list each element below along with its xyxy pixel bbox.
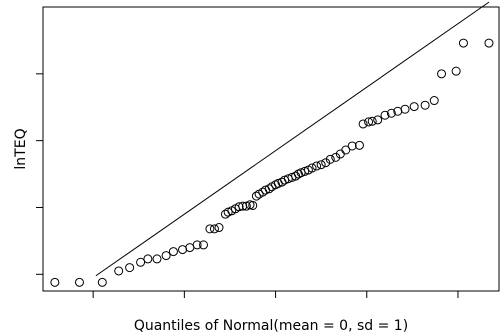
data-point-46 bbox=[321, 158, 331, 168]
data-point-25 bbox=[248, 200, 258, 210]
data-point-56 bbox=[373, 115, 383, 125]
data-point-1 bbox=[74, 277, 84, 287]
data-point-66 bbox=[458, 38, 468, 48]
data-point-44 bbox=[312, 161, 322, 171]
data-point-52 bbox=[354, 140, 364, 150]
data-point-23 bbox=[241, 201, 251, 211]
data-point-63 bbox=[429, 96, 439, 106]
data-point-22 bbox=[238, 201, 248, 211]
data-point-48 bbox=[331, 152, 341, 162]
data-point-53 bbox=[358, 119, 368, 129]
plot-frame bbox=[42, 6, 500, 292]
data-point-60 bbox=[400, 104, 410, 114]
data-point-62 bbox=[420, 100, 430, 110]
data-point-7 bbox=[152, 254, 162, 264]
data-point-47 bbox=[325, 154, 335, 164]
data-point-2 bbox=[97, 277, 107, 287]
data-point-16 bbox=[214, 223, 224, 233]
y-axis-ticks bbox=[36, 73, 43, 275]
x-axis-label: Quantiles of Normal(mean = 0, sd = 1) bbox=[134, 318, 408, 334]
data-point-0 bbox=[50, 277, 60, 287]
data-point-43 bbox=[307, 163, 317, 173]
data-point-65 bbox=[451, 66, 461, 76]
data-point-9 bbox=[168, 247, 178, 257]
data-point-61 bbox=[409, 102, 419, 112]
data-point-55 bbox=[367, 116, 377, 126]
data-point-45 bbox=[316, 160, 326, 170]
data-point-15 bbox=[209, 224, 219, 234]
data-point-18 bbox=[223, 207, 233, 217]
data-point-57 bbox=[380, 110, 390, 120]
data-point-8 bbox=[161, 251, 171, 261]
data-point-50 bbox=[341, 145, 351, 155]
data-point-3 bbox=[114, 266, 124, 276]
data-point-30 bbox=[264, 184, 274, 194]
data-point-54 bbox=[364, 117, 374, 127]
data-point-6 bbox=[143, 254, 153, 264]
data-point-51 bbox=[347, 141, 357, 151]
reference-line bbox=[95, 1, 490, 277]
data-points bbox=[50, 38, 494, 287]
data-point-10 bbox=[178, 245, 188, 255]
data-point-58 bbox=[386, 108, 396, 118]
data-point-12 bbox=[192, 240, 202, 250]
data-point-13 bbox=[199, 240, 209, 250]
data-point-14 bbox=[205, 224, 215, 234]
data-point-5 bbox=[136, 257, 146, 267]
data-point-67 bbox=[484, 38, 494, 48]
y-axis-label: lnTEQ bbox=[13, 128, 29, 169]
data-point-41 bbox=[300, 166, 310, 176]
data-point-26 bbox=[251, 191, 261, 201]
data-point-64 bbox=[437, 69, 447, 79]
data-point-21 bbox=[234, 202, 244, 212]
data-point-4 bbox=[125, 263, 135, 273]
x-axis-ticks bbox=[92, 291, 459, 298]
